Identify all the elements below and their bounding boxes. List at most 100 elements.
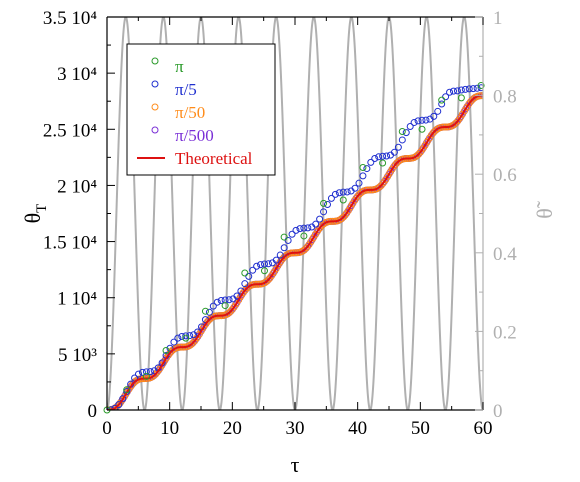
pi5-point: [217, 297, 225, 305]
legend-box: [126, 43, 276, 176]
pi50-point: [224, 310, 232, 318]
y-left-tick-label: 0: [88, 401, 98, 422]
pi5-point: [241, 280, 249, 288]
theoretical-line: [107, 94, 483, 410]
pi5-point: [383, 152, 391, 160]
pi-point: [418, 125, 426, 133]
legend-swatch-marker: [151, 57, 159, 65]
pi5-point: [461, 85, 469, 93]
pi50-point: [272, 265, 280, 273]
pi50-point: [355, 190, 363, 198]
pi50-point: [430, 128, 438, 136]
pi50-point: [197, 327, 205, 335]
pi5-point: [213, 298, 221, 306]
pi-point: [162, 346, 170, 354]
pi5-point: [312, 220, 320, 228]
pi5-point: [257, 261, 265, 269]
pi50-point: [375, 183, 383, 191]
pi5-point: [111, 404, 119, 410]
pi5-point: [174, 334, 182, 342]
pi-point: [123, 386, 131, 394]
x-tick-label: 10: [160, 418, 179, 439]
pi-point: [359, 163, 367, 171]
pi50-point: [423, 138, 431, 146]
pi50-point: [226, 308, 234, 316]
pi5-point: [178, 332, 186, 340]
pi5-point: [453, 87, 461, 95]
pi5-point: [320, 208, 328, 216]
pi5-point: [449, 87, 457, 95]
pi5-point: [402, 129, 410, 137]
y-left-tick-label: 3.5 10⁴: [43, 8, 98, 29]
pi5-point: [225, 296, 233, 304]
y-left-axis-title-text: θT: [20, 204, 50, 224]
pi-point: [241, 269, 249, 277]
pi5-point: [280, 244, 288, 252]
pi50-point: [338, 215, 346, 223]
pi50-point: [384, 172, 392, 180]
pi5-point: [398, 136, 406, 144]
pi50-point: [450, 121, 458, 129]
pi5-point: [465, 85, 473, 93]
pi5-point: [288, 230, 296, 238]
pi5-point: [146, 368, 154, 376]
pi50-point: [307, 238, 315, 246]
pi5-point: [166, 344, 174, 352]
y-left-tick-label: 5 10³: [58, 345, 97, 366]
pi5-point: [339, 188, 347, 196]
x-tick-label: 0: [102, 418, 112, 439]
pi50-point: [349, 200, 357, 208]
pi5-point: [355, 179, 363, 187]
legend-swatch-marker: [151, 126, 159, 134]
pi-point: [379, 159, 387, 167]
pi50-point: [186, 341, 194, 349]
pi5-point: [135, 370, 143, 378]
pi5-point: [300, 224, 308, 232]
pi-point: [320, 199, 328, 207]
pi-point: [280, 233, 288, 241]
pi5-point: [335, 189, 343, 197]
pi-point: [260, 267, 268, 275]
pi50-point: [386, 169, 394, 177]
x-tick-label: 60: [474, 418, 493, 439]
pi-point: [438, 96, 446, 104]
x-tick-label: 50: [411, 418, 430, 439]
pi5-point: [414, 117, 422, 125]
pi5-point: [390, 148, 398, 156]
pi5-point: [119, 395, 127, 403]
pi5-point: [367, 158, 375, 166]
pi5-point: [205, 308, 213, 316]
y-right-tick-label: 0.6: [493, 165, 517, 186]
y-left-tick-label: 2.5 10⁴: [43, 120, 98, 141]
pi5-point: [138, 368, 146, 376]
y-left-tick-label: 1.5 10⁴: [43, 233, 98, 254]
pi5-point: [249, 266, 257, 274]
pi50-point: [261, 279, 269, 287]
pi50-point: [309, 234, 317, 242]
pi-point: [142, 372, 150, 380]
pi5-point: [477, 84, 483, 92]
pi-point: [201, 307, 209, 315]
pi5-point: [363, 165, 371, 173]
pi50-point: [346, 203, 354, 211]
y-left-tick-label: 3 10⁴: [57, 64, 97, 85]
y-left-axis-title: θT: [20, 204, 50, 224]
pi5-point: [272, 256, 280, 264]
pi-point: [221, 302, 229, 310]
x-tick-label: 20: [223, 418, 242, 439]
pi5-point: [296, 225, 304, 233]
pi50-point: [344, 207, 352, 215]
pi-series: [103, 81, 485, 414]
pi-point: [457, 94, 465, 102]
pi5-point: [359, 172, 367, 180]
y-left-title-main: θ: [20, 213, 45, 224]
pi-point: [339, 196, 347, 204]
pi50-point: [270, 269, 278, 277]
pi50-point: [300, 246, 308, 254]
pi5-point: [371, 154, 379, 162]
pi5-point: [379, 152, 387, 160]
pi5-point: [422, 116, 430, 124]
pi5-point: [170, 338, 178, 346]
